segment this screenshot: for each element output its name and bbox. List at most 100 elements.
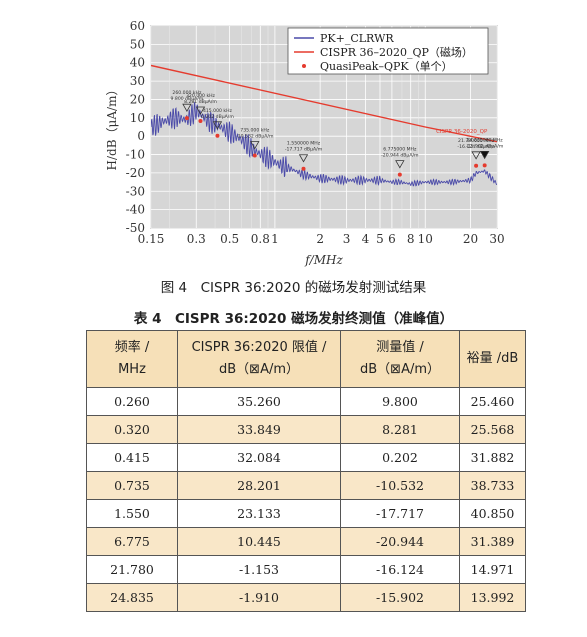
marker-annotation: 320.000 kHz [186, 93, 216, 99]
table-row: 0.260 35.260 9.800 25.460 [86, 387, 526, 416]
marker-annotation: -10.532 dBμA/m [236, 134, 274, 140]
marker-annotation: 9.800 dBμA/m [171, 96, 204, 102]
plot-series-group [151, 64, 497, 187]
emission-chart: 60 50 40 30 20 10 0 -10 -20 -30 -40 -500.15 0.3 0.5 0.… [105, 19, 505, 267]
quasi-peak-point [252, 153, 257, 158]
table-row: 24.835 -1.910 -15.902 13.992 [86, 583, 526, 612]
cell-limit: 33.849 [177, 415, 341, 444]
y-tick-label: 30 [130, 74, 145, 88]
x-tick-label: 0.8 [251, 232, 270, 246]
x-tick-label: 6 [388, 232, 396, 246]
legend-swatch [302, 64, 306, 68]
legend-label: QuasiPeak–QPK（单个） [320, 60, 453, 73]
y-tick-label: -50 [126, 221, 145, 235]
peak-trace [151, 101, 497, 187]
quasi-peak-point [397, 172, 402, 177]
cell-measured: -17.717 [340, 499, 460, 528]
cell-frequency: 0.320 [86, 415, 178, 444]
cell-frequency: 6.775 [86, 527, 178, 556]
x-tick-label: 2 [316, 232, 324, 246]
marker-annotation: 21.780000 MHz [458, 138, 495, 144]
marker-annotation: 8.281 dBμA/m [184, 99, 217, 105]
cell-margin: 31.882 [459, 443, 526, 472]
y-tick-label: -10 [126, 148, 145, 162]
cell-frequency: 24.835 [86, 583, 178, 612]
marker-annotation: -20.944 dBμA/m [381, 153, 419, 159]
figure-caption: 图 4 CISPR 36:2020 的磁场发射测试结果 [160, 280, 427, 296]
marker-triangle [395, 160, 405, 169]
table-header-row: 频率 / MHz CISPR 36:2020 限值 / dB（⊠A/m） 测量值 /… [86, 330, 526, 388]
cell-limit: 32.084 [177, 443, 341, 472]
cell-limit: 35.260 [177, 387, 341, 416]
cell-margin: 40.850 [459, 499, 526, 528]
cell-frequency: 1.550 [86, 499, 178, 528]
cell-frequency: 0.415 [86, 443, 178, 472]
quasi-peak-point [482, 163, 487, 168]
quasi-peak-point [184, 116, 189, 121]
cell-margin: 25.568 [459, 415, 526, 444]
cell-limit: -1.153 [177, 555, 341, 584]
marker-triangle [298, 154, 309, 163]
header-measured: 测量值 / dB（⊠A/m） [340, 330, 460, 388]
marker-annotation: -15.902 dBμA/m [466, 143, 504, 149]
limit-line [151, 64, 497, 143]
x-axis-label: f/MHz [304, 253, 343, 267]
quasi-peak-point [301, 166, 306, 171]
cell-limit: -1.910 [177, 583, 341, 612]
marker-triangle [479, 150, 490, 160]
y-tick-label: -30 [126, 184, 145, 198]
y-tick-label: -40 [126, 203, 145, 217]
marker-annotation: 260.000 kHz [172, 90, 202, 96]
legend-label: CISPR 36–2020_QP（磁场） [320, 45, 473, 59]
x-tick-label: 3 [343, 232, 351, 246]
y-tick-label: 10 [130, 111, 145, 125]
marker-triangle [212, 121, 223, 130]
cell-margin: 25.460 [459, 387, 526, 416]
cell-margin: 31.389 [459, 527, 526, 556]
limit-line-label: CISPR 36-2020_QP [436, 129, 488, 135]
legend-box [287, 27, 489, 75]
table-row: 0.735 28.201 -10.532 38.733 [86, 471, 526, 500]
x-tick-label: 30 [489, 232, 504, 246]
table-row: 21.780 -1.153 -16.124 14.971 [86, 555, 526, 584]
y-axis-label: H/dB（μA/m） [105, 84, 119, 171]
y-tick-label: 20 [130, 92, 145, 106]
y-tick-label: 0 [137, 129, 145, 143]
cell-margin: 14.971 [459, 555, 526, 584]
x-tick-label: 5 [376, 232, 384, 246]
table-row: 6.775 10.445 -20.944 31.389 [86, 527, 526, 556]
cell-frequency: 21.780 [86, 555, 178, 584]
marker-triangle [195, 106, 206, 115]
table-row: 0.415 32.084 0.202 31.882 [86, 443, 526, 472]
results-table: 频率 / MHz CISPR 36:2020 限值 / dB（⊠A/m） 测量值 /… [86, 330, 526, 612]
marker-annotation: -17.717 dBμA/m [285, 147, 323, 153]
x-tick-label: 0.15 [138, 232, 165, 246]
marker-annotation: 415.000 kHz [203, 108, 233, 114]
cell-measured: 9.800 [340, 387, 460, 416]
y-tick-label: -20 [126, 166, 145, 180]
cell-frequency: 0.735 [86, 471, 178, 500]
quasi-peak-point [198, 118, 203, 123]
x-tick-label: 1 [271, 232, 279, 246]
cell-limit: 10.445 [177, 527, 341, 556]
cell-measured: -16.124 [340, 555, 460, 584]
marker-annotation: 1.550000 MHz [287, 141, 321, 147]
header-limit: CISPR 36:2020 限值 / dB（⊠A/m） [177, 330, 341, 388]
header-margin: 裕量 /dB [459, 330, 526, 388]
header-frequency: 频率 / MHz [86, 330, 178, 388]
y-tick-label: 40 [130, 56, 145, 70]
marker-triangle [182, 103, 192, 112]
cell-limit: 23.133 [177, 499, 341, 528]
cell-margin: 38.733 [459, 471, 526, 500]
marker-annotation: 24.835000 MHz [467, 137, 504, 143]
legend-label: PK+_CLRWR [320, 32, 394, 45]
marker-annotation: 735.000 kHz [240, 128, 270, 134]
marker-triangle [250, 141, 260, 150]
x-tick-label: 20 [463, 232, 478, 246]
x-tick-label: 0.5 [220, 232, 239, 246]
cell-measured: -15.902 [340, 583, 460, 612]
marker-annotation: 6.775000 MHz [383, 147, 417, 153]
cell-limit: 28.201 [177, 471, 341, 500]
marker-triangle [471, 151, 481, 160]
table-row: 0.320 33.849 8.281 25.568 [86, 415, 526, 444]
